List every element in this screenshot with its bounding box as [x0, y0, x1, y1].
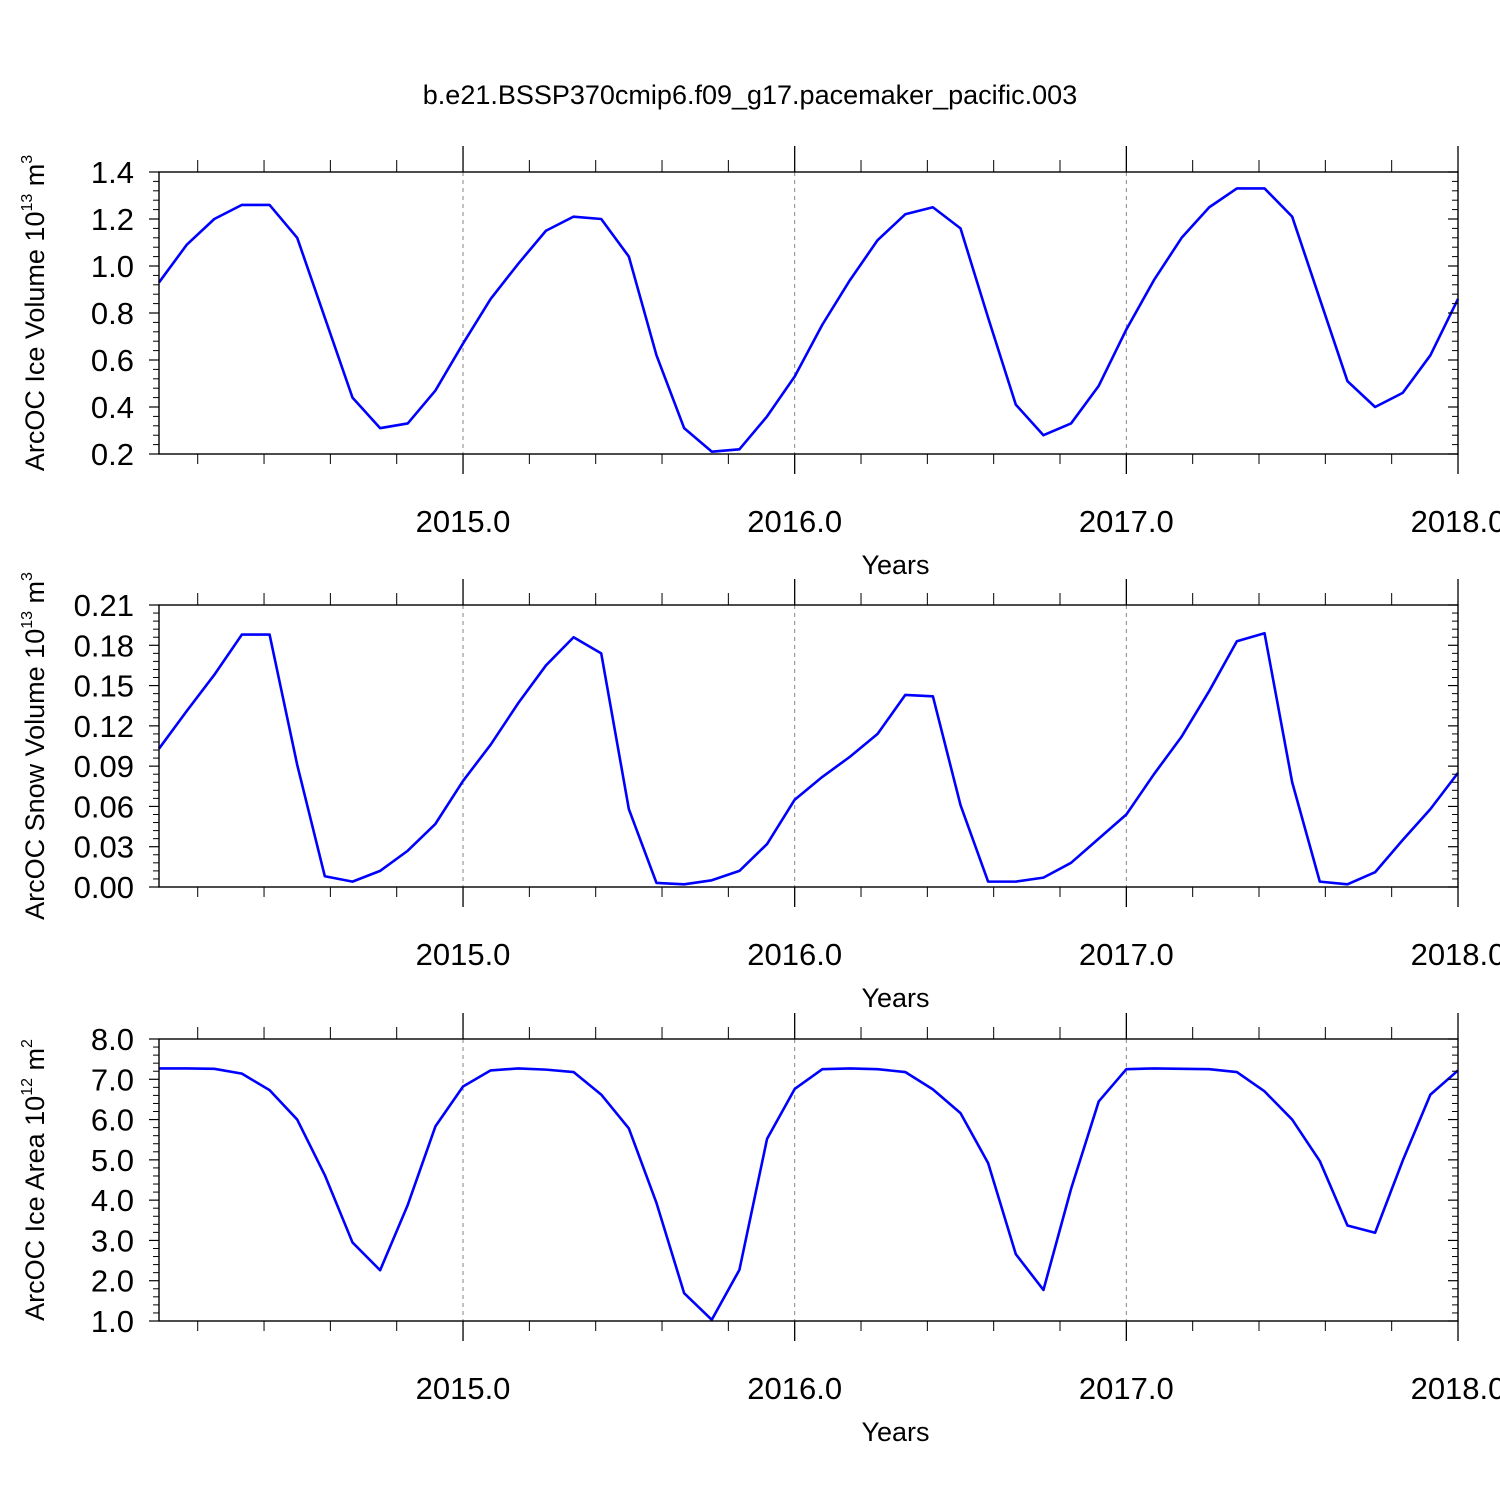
x-axis-title: Years — [861, 1417, 929, 1447]
y-axis-title-part: m — [20, 164, 50, 194]
y-axis-title-part: ArcOC Ice Volume 10 — [20, 212, 50, 472]
x-tick-label: 2015.0 — [416, 1371, 511, 1406]
y-axis-title-part: m — [20, 581, 50, 611]
y-tick-label: 1.4 — [91, 155, 134, 190]
y-tick-label: 0.06 — [74, 789, 134, 824]
y-axis-title-part: 12 — [19, 1078, 36, 1096]
x-tick-label: 2016.0 — [747, 1371, 842, 1406]
plot-frame — [158, 1038, 1459, 1322]
y-axis-title-part: ArcOC Ice Area 10 — [20, 1096, 50, 1321]
y-tick-label: 0.15 — [74, 669, 134, 704]
panel-ice-area: 1.0 2.0 3.0 4.0 5.0 6.0 7.0 8.0 2015.0 2016.0 2017… — [19, 1013, 1500, 1447]
x-axis-title: Years — [861, 550, 929, 580]
x-axis-title: Years — [861, 983, 929, 1013]
y-tick-label: 4.0 — [91, 1183, 134, 1218]
y-axis-title: ArcOC Snow Volume 1013 m3 — [19, 572, 50, 920]
series-line — [157, 631, 1460, 886]
y-tick-label: 0.03 — [74, 830, 134, 865]
series-line — [157, 187, 1460, 453]
x-tick-label: 2016.0 — [747, 937, 842, 972]
x-tick-label: 2018.0 — [1411, 937, 1500, 972]
plot-frame — [158, 604, 1459, 888]
y-tick-label: 0.6 — [91, 343, 134, 378]
y-axis-title-part: 3 — [19, 155, 36, 164]
y-tick-label: 0.2 — [91, 437, 134, 472]
y-tick-label: 6.0 — [91, 1103, 134, 1138]
y-tick-label: 1.2 — [91, 202, 134, 237]
chart-title: b.e21.BSSP370cmip6.f09_g17.pacemaker_pac… — [423, 80, 1077, 110]
y-tick-label: 0.18 — [74, 628, 134, 663]
x-tick-label: 2018.0 — [1411, 1371, 1500, 1406]
panel-ice-volume: 0.2 0.4 0.6 0.8 1.0 1.2 1.4 2015.0 2016.0 2017.0 2… — [19, 146, 1500, 580]
y-tick-label: 1.0 — [91, 249, 134, 284]
x-tick-label: 2017.0 — [1079, 937, 1174, 972]
y-tick-label: 5.0 — [91, 1143, 134, 1178]
y-tick-label: 0.4 — [91, 390, 134, 425]
series-line — [159, 1067, 1459, 1322]
y-axis-title-part: 13 — [19, 194, 36, 212]
y-tick-label: 0.09 — [74, 749, 134, 784]
y-tick-label: 0.21 — [74, 588, 134, 623]
x-tick-label: 2017.0 — [1079, 1371, 1174, 1406]
y-axis-title-part: 3 — [19, 572, 36, 581]
y-tick-label: 8.0 — [91, 1022, 134, 1057]
y-axis-title-part: 13 — [19, 611, 36, 629]
x-tick-label: 2018.0 — [1411, 504, 1500, 539]
y-axis-title-part: 2 — [19, 1039, 36, 1048]
panel-snow-volume: 0.00 0.03 0.06 0.09 0.12 0.15 0.18 0.21 2015.0 20… — [19, 572, 1500, 1013]
plot-frame — [158, 171, 1459, 455]
y-axis-title-part: m — [20, 1048, 50, 1078]
x-tick-label: 2017.0 — [1079, 504, 1174, 539]
y-axis-title: ArcOC Ice Area 1012 m2 — [19, 1039, 50, 1321]
y-tick-label: 0.12 — [74, 709, 134, 744]
x-tick-label: 2015.0 — [416, 504, 511, 539]
y-tick-label: 0.8 — [91, 296, 134, 331]
y-axis-title-part: ArcOC Snow Volume 10 — [20, 629, 50, 920]
x-tick-label: 2016.0 — [747, 504, 842, 539]
y-tick-label: 0.00 — [74, 870, 134, 905]
x-tick-label: 2015.0 — [416, 937, 511, 972]
y-tick-label: 1.0 — [91, 1304, 134, 1339]
y-tick-label: 2.0 — [91, 1264, 134, 1299]
y-axis-title: ArcOC Ice Volume 1013 m3 — [19, 155, 50, 471]
y-tick-label: 3.0 — [91, 1223, 134, 1258]
y-tick-label: 7.0 — [91, 1062, 134, 1097]
